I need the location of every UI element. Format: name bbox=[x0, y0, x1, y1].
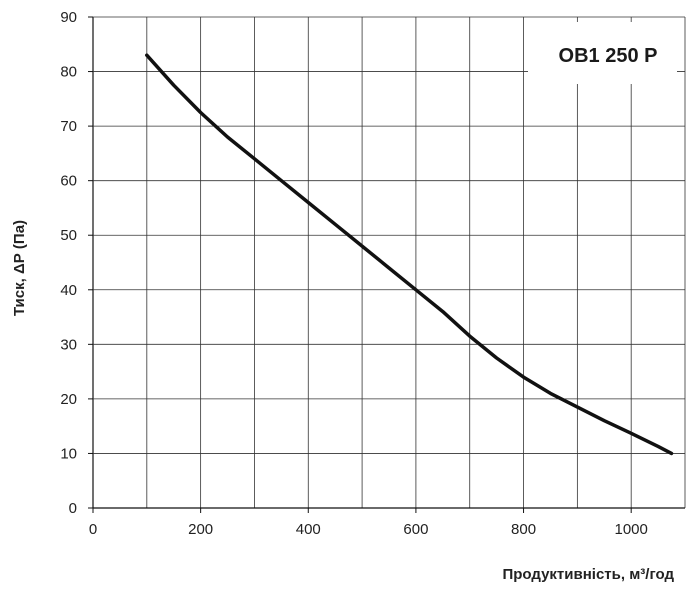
y-tick-label: 40 bbox=[60, 282, 77, 299]
y-tick-label: 10 bbox=[60, 445, 77, 462]
y-axis-label: Тиск, ΔР (Па) bbox=[11, 220, 28, 316]
y-tick-label: 80 bbox=[60, 64, 77, 81]
y-tick-label: 70 bbox=[60, 118, 77, 135]
grid bbox=[88, 16, 686, 513]
x-tick-label: 0 bbox=[89, 521, 97, 538]
series-layer bbox=[145, 53, 674, 456]
model-label-box: ОВ1 250 Р bbox=[528, 22, 677, 84]
x-tick-label: 200 bbox=[188, 521, 213, 538]
y-tick-label: 20 bbox=[60, 391, 77, 408]
x-axis-label: Продуктивність, м³/год bbox=[502, 566, 674, 583]
y-tick-label: 50 bbox=[60, 227, 77, 244]
y-tick-label: 0 bbox=[69, 500, 77, 517]
y-tick-label: 30 bbox=[60, 336, 77, 353]
pressure-curve bbox=[145, 53, 674, 456]
x-tick-label: 1000 bbox=[614, 521, 647, 538]
x-tick-label: 800 bbox=[511, 521, 536, 538]
y-tick-labels: 0 10 20 30 40 50 60 70 80 90 bbox=[60, 9, 77, 517]
x-tick-label: 600 bbox=[403, 521, 428, 538]
x-tick-label: 400 bbox=[296, 521, 321, 538]
y-tick-label: 60 bbox=[60, 173, 77, 190]
x-tick-labels: 0 200 400 600 800 1000 bbox=[89, 521, 648, 538]
y-tick-label: 90 bbox=[60, 9, 77, 26]
model-label: ОВ1 250 Р bbox=[559, 45, 658, 67]
